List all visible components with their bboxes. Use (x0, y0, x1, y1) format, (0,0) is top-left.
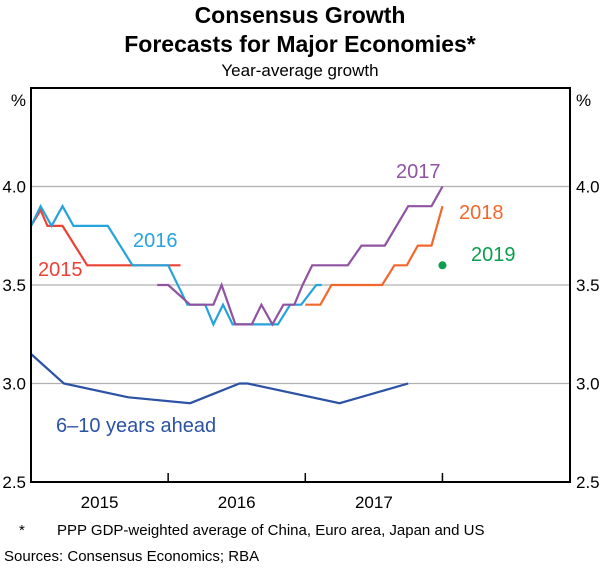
sources-line: Sources: Consensus Economics; RBA (4, 548, 260, 565)
y-axis-label-left-3.5: 3.5 (2, 276, 26, 295)
chart-title-line1: Consensus Growth (194, 2, 406, 28)
series-label-2018: 2018 (459, 202, 504, 224)
y-axis-unit-left: % (11, 91, 26, 110)
plot-border (30, 87, 571, 483)
x-axis-label-2016: 2016 (218, 493, 256, 512)
y-axis-label-right-3.5: 3.5 (576, 276, 600, 295)
y-axis-label-left-4.0: 4.0 (2, 177, 26, 196)
y-axis-label-right-3.0: 3.0 (576, 374, 600, 393)
series-label-6–10-years-ahead: 6–10 years ahead (56, 415, 216, 437)
footnote-marker: * (19, 522, 25, 539)
y-axis-label-left-3.0: 3.0 (2, 374, 26, 393)
series-label-2016: 2016 (133, 230, 178, 252)
series-line-2017 (157, 185, 444, 327)
y-axis-label-right-4.0: 4.0 (576, 177, 600, 196)
x-axis-label-2017: 2017 (355, 493, 393, 512)
footnote: * PPP GDP-weighted average of China, Eur… (19, 522, 579, 540)
x-axis-label-2015: 2015 (81, 493, 119, 512)
series-line-2018 (305, 205, 444, 306)
chart-title-line2: Forecasts for Major Economies* (124, 31, 476, 57)
series-label-2019: 2019 (471, 244, 516, 266)
y-axis-label-right-2.5: 2.5 (576, 473, 600, 492)
footnote-text: PPP GDP-weighted average of China, Euro … (57, 522, 485, 539)
series-line-2015 (30, 207, 181, 267)
series-label-2017: 2017 (396, 161, 441, 183)
y-axis-label-left-2.5: 2.5 (2, 473, 26, 492)
y-axis-unit-right: % (576, 91, 591, 110)
series-dot-2019 (438, 261, 447, 270)
chart-subtitle: Year-average growth (221, 61, 379, 80)
series-line-6–10-years-ahead (30, 353, 409, 405)
series-label-2015: 2015 (38, 259, 83, 281)
